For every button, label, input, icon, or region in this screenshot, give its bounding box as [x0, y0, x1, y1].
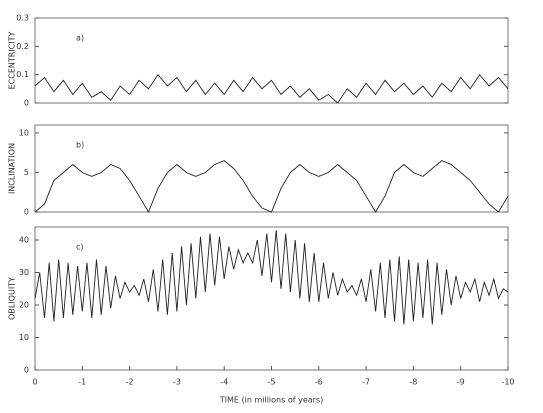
x-tick-label: -2	[126, 378, 134, 387]
x-tick-label: -4	[220, 378, 228, 387]
x-tick-label: -1	[78, 378, 86, 387]
y-tick-label: 30	[19, 268, 29, 277]
x-tick-label: -6	[315, 378, 323, 387]
panel-label: c)	[76, 243, 84, 252]
y-tick-label: 0	[24, 99, 29, 108]
panel-frame	[34, 226, 509, 371]
y-tick-label: 5	[24, 168, 29, 177]
y-tick-label: 20	[19, 301, 29, 310]
y-tick-label: 0.3	[16, 14, 29, 23]
x-tick-label: -5	[268, 378, 276, 387]
y-tick-label: 0.2	[16, 42, 29, 51]
panel-label: b)	[76, 141, 84, 150]
x-tick-label: -9	[457, 378, 465, 387]
x-axis-label: TIME (in millions of years)	[219, 396, 323, 405]
y-tick-label: 0.1	[16, 70, 29, 79]
x-tick-label: -8	[409, 378, 417, 387]
x-tick-label: 0	[32, 378, 37, 387]
y-tick-label: 40	[19, 236, 29, 245]
x-tick-label: -3	[173, 378, 181, 387]
y-axis-label: OBLIQUITY	[8, 277, 17, 320]
y-tick-label: 0	[24, 208, 29, 217]
data-line	[34, 160, 509, 214]
data-line	[34, 73, 509, 104]
panel-label: a)	[76, 34, 84, 43]
x-tick-label: -7	[362, 378, 370, 387]
y-axis-label: INCLINATION	[8, 143, 17, 194]
y-tick-label: 10	[19, 128, 29, 137]
x-tick-label: -10	[501, 378, 514, 387]
y-tick-label: 0	[24, 366, 29, 375]
data-line	[34, 230, 509, 325]
y-axis-label: ECCENTRICITY	[8, 31, 17, 89]
y-tick-label: 10	[19, 333, 29, 342]
panel-frame	[34, 17, 509, 104]
